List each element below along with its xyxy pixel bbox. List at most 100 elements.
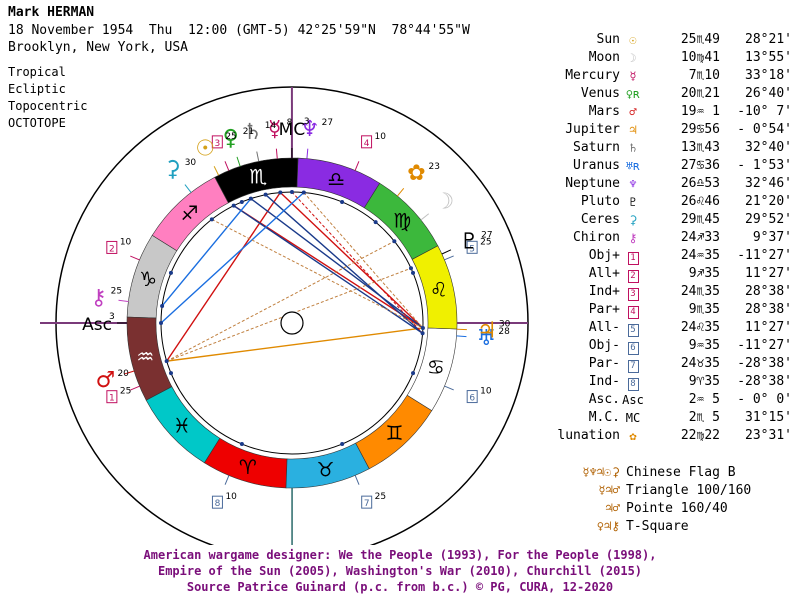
- point-degree: 30: [499, 319, 511, 329]
- sign-glyph-icon: ♊: [386, 421, 404, 445]
- sign-glyph-icon: ♈: [239, 455, 257, 479]
- planet-glyph-icon: 7: [620, 355, 646, 373]
- planet-latitude: -11°27': [737, 248, 792, 263]
- point-box: [361, 495, 373, 509]
- point-glyph-icon: ☽: [434, 189, 454, 214]
- aspect-pattern: ♃♂ Pointe 160/40: [538, 499, 728, 518]
- planet-latitude: 26°40': [745, 86, 792, 101]
- planet-glyph-icon: 5: [620, 319, 646, 337]
- point-glyph-icon: ♀: [223, 126, 239, 151]
- aspect-line: [166, 327, 423, 362]
- planet-longitude: 13♏43: [680, 140, 720, 155]
- planet-longitude: 24♒35: [680, 248, 720, 263]
- planet-longitude: 10♍41: [680, 50, 720, 65]
- point-degree: 3: [109, 312, 115, 322]
- point-number-icon: 5: [469, 244, 475, 254]
- planet-name: All-: [588, 320, 620, 335]
- planet-marker: [373, 220, 378, 225]
- point-number-icon: 8: [215, 499, 221, 509]
- planet-latitude: 13°55': [745, 50, 792, 65]
- planet-longitude: 24♏35: [680, 284, 720, 299]
- point-degree: 3: [304, 117, 310, 127]
- sign-glyph-icon: ♏: [249, 164, 267, 188]
- sign-segment: [145, 386, 221, 464]
- planet-row: Par- 7 24♉35 -28°38': [540, 355, 792, 373]
- point-tick: [354, 475, 360, 485]
- point-glyph-icon: ⚷: [91, 286, 107, 311]
- point-number-icon: 1: [109, 394, 115, 404]
- planet-latitude: -28°38': [737, 374, 792, 389]
- planet-row: Obj+ 1 24♒35 -11°27': [540, 247, 792, 265]
- planet-name: Jupiter: [565, 122, 620, 137]
- planet-row: Ceres ⚳ 29♏45 29°52': [540, 211, 792, 229]
- point-glyph-icon: ♂: [96, 368, 116, 393]
- aspect-line: [265, 194, 424, 334]
- point-tick: [441, 249, 452, 255]
- point-tick: [130, 385, 140, 391]
- planet-name: Obj+: [588, 248, 620, 263]
- planet-glyph-icon: ⚷: [628, 231, 638, 245]
- planet-longitude: 24♌35: [680, 320, 720, 335]
- planet-marker: [159, 321, 163, 325]
- point-glyph-icon: ⚳: [165, 157, 181, 182]
- point-glyph-icon: ☉: [195, 136, 215, 161]
- planet-glyph-icon: ☿: [629, 69, 637, 83]
- aspect-glyphs-icon: ♃♂: [605, 501, 620, 515]
- planet-longitude: 7♏10: [688, 68, 720, 83]
- point-tick: [456, 335, 467, 338]
- planet-longitude: 9♐35: [688, 266, 720, 281]
- planet-glyph-icon: ♂: [629, 105, 637, 119]
- planet-latitude: 31°15': [745, 410, 792, 425]
- aspect-line: [160, 192, 305, 324]
- planet-marker: [160, 303, 165, 308]
- planet-name: Par+: [588, 302, 620, 317]
- planet-name: M.C.: [588, 410, 620, 425]
- planet-marker: [408, 266, 413, 271]
- point-tick: [444, 255, 454, 261]
- point-tick: [420, 213, 430, 221]
- planet-row: Obj- 6 9♒35 -11°27': [540, 337, 792, 355]
- planet-name: Asc.: [588, 392, 620, 407]
- sign-glyph-icon: ♓: [173, 413, 191, 437]
- point-tick: [130, 255, 140, 261]
- planet-latitude: -10° 7': [737, 104, 792, 119]
- planet-glyph-icon: ⚳: [628, 213, 638, 227]
- planet-marker: [168, 270, 173, 275]
- point-degree: 30: [185, 158, 197, 168]
- point-number-icon: 6: [469, 394, 475, 404]
- planet-longitude: 26♌46: [680, 194, 720, 209]
- planet-glyph-icon: ☽: [629, 51, 637, 65]
- aspect-line: [211, 218, 424, 329]
- point-tick: [275, 148, 278, 159]
- point-degree: 10: [225, 492, 237, 502]
- point-degree: 10: [480, 387, 492, 397]
- aspect-glyphs-icon: ♀♃⚷: [596, 519, 620, 533]
- planet-row: Chiron ⚷ 24♐33 9°37': [540, 229, 792, 247]
- planet-row: Neptune ♆ 26♎53 32°46': [540, 175, 792, 193]
- planet-row: All- 5 24♌35 11°27': [540, 319, 792, 337]
- planet-glyph-icon: 1: [620, 247, 646, 265]
- point-tick: [118, 299, 129, 303]
- aspect-line: [291, 191, 423, 334]
- aspect-glyphs-icon: ☿♃♂: [598, 483, 620, 497]
- aspect-label: Chinese Flag B: [626, 465, 736, 480]
- point-glyph-icon: ✿: [407, 161, 425, 186]
- point-glyph-icon: MC: [279, 120, 306, 140]
- planet-row: Pluto ♇ 26♌46 21°20': [540, 193, 792, 211]
- point-box: [211, 135, 223, 149]
- planet-longitude: 9♈35: [688, 374, 720, 389]
- planet-glyph-icon: Asc: [622, 393, 644, 407]
- aspect-line: [303, 192, 424, 329]
- planet-row: Venus ♀ʀ 20♏21 26°40': [540, 85, 792, 103]
- planet-glyph-icon: 2: [620, 265, 646, 283]
- aspect-line: [279, 192, 424, 329]
- planet-marker: [168, 371, 173, 376]
- planet-marker: [420, 325, 425, 330]
- planet-name: Pluto: [580, 194, 620, 209]
- planet-marker: [209, 217, 214, 222]
- planet-name: Saturn: [573, 140, 620, 155]
- planet-longitude: 2♏ 5: [688, 410, 720, 425]
- point-degree: 10: [120, 237, 132, 247]
- planet-marker: [420, 331, 425, 336]
